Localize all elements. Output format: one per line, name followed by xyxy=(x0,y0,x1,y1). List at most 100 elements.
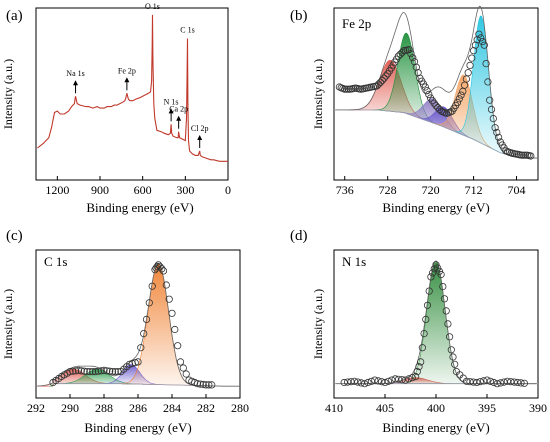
data-point xyxy=(367,377,375,385)
data-point xyxy=(491,124,499,132)
data-point xyxy=(77,367,85,375)
data-point xyxy=(414,69,422,77)
data-point xyxy=(473,36,481,44)
data-point xyxy=(479,377,488,385)
x-tick-label: 736 xyxy=(336,183,354,197)
data-point xyxy=(391,375,399,383)
data-point xyxy=(493,380,501,388)
data-point xyxy=(494,133,503,141)
panel-b-fe2p: (b) Fe 2p Intensity (a.u.) Binding energ… xyxy=(290,5,539,215)
peak-annotation: O 1s xyxy=(145,2,160,11)
data-point xyxy=(106,367,114,375)
data-point xyxy=(430,99,438,107)
x-tick-label: 900 xyxy=(91,183,109,197)
data-point xyxy=(69,367,77,375)
data-point xyxy=(344,85,352,93)
data-point xyxy=(86,367,94,376)
data-point xyxy=(134,358,142,366)
data-point xyxy=(451,360,459,368)
data-point xyxy=(425,287,433,295)
data-point xyxy=(199,380,207,389)
data-point xyxy=(343,378,352,386)
data-point xyxy=(457,91,465,99)
data-point xyxy=(425,90,433,99)
data-point xyxy=(193,380,202,388)
data-point xyxy=(111,367,119,376)
data-point xyxy=(517,379,525,387)
data-point xyxy=(375,80,383,88)
data-point xyxy=(489,115,497,123)
data-point xyxy=(405,45,413,54)
data-point xyxy=(468,54,476,62)
data-point xyxy=(483,376,491,384)
plot-frame-b xyxy=(333,7,539,181)
peak-annotation: N 1s xyxy=(164,97,179,106)
data-point xyxy=(475,30,483,38)
data-point xyxy=(342,85,351,93)
data-point xyxy=(510,378,518,386)
data-point xyxy=(490,378,498,387)
data-point xyxy=(380,74,388,82)
data-point xyxy=(442,307,450,315)
data-point xyxy=(432,102,440,110)
data-point xyxy=(422,315,430,323)
data-point xyxy=(148,282,156,290)
peak-annotation: C 1s xyxy=(180,26,194,35)
peak-annotation: Ca 2p xyxy=(169,105,188,114)
data-point xyxy=(500,378,508,386)
data-point xyxy=(507,378,515,386)
data-point xyxy=(412,63,420,71)
data-point xyxy=(409,54,417,62)
x-tick-label: 292 xyxy=(27,401,45,415)
data-point xyxy=(476,378,484,386)
data-point xyxy=(421,83,429,91)
data-point xyxy=(486,377,494,385)
data-point xyxy=(435,105,444,114)
data-point xyxy=(420,329,428,338)
data-point xyxy=(373,82,381,90)
data-point xyxy=(486,96,494,104)
panel-title-c: C 1s xyxy=(44,254,67,269)
data-point xyxy=(469,378,477,386)
survey-spectrum-line xyxy=(37,14,228,162)
x-tick-label: 286 xyxy=(129,401,147,415)
annotation-arrowhead xyxy=(176,115,182,121)
data-point xyxy=(103,367,111,375)
data-point xyxy=(72,367,80,375)
data-point xyxy=(471,41,479,49)
fit-component-2 xyxy=(399,262,473,385)
data-point xyxy=(428,269,437,277)
data-point xyxy=(159,267,168,275)
data-point xyxy=(410,58,419,66)
data-point xyxy=(347,378,355,386)
annotation-arrowhead xyxy=(197,134,203,140)
peak-annotation: Na 1s xyxy=(66,69,84,78)
data-point xyxy=(484,78,492,86)
data-point xyxy=(480,41,488,49)
y-axis-label-c: Intensity (a.u.) xyxy=(1,289,15,359)
data-point xyxy=(413,367,421,376)
data-point xyxy=(378,76,386,85)
panel-label-b: (b) xyxy=(290,8,308,24)
data-point xyxy=(520,379,529,387)
x-tick-label: 300 xyxy=(176,183,194,197)
data-point xyxy=(520,151,528,159)
data-point xyxy=(83,367,91,376)
x-tick-label: 0 xyxy=(225,183,231,197)
data-point xyxy=(182,370,190,378)
data-point xyxy=(464,69,472,77)
data-point xyxy=(108,367,117,376)
data-point xyxy=(437,270,445,279)
data-point xyxy=(377,378,386,386)
data-point xyxy=(196,380,204,388)
x-tick-label: 400 xyxy=(427,401,445,415)
data-point xyxy=(80,367,88,375)
data-point xyxy=(202,381,210,389)
data-point xyxy=(158,265,166,273)
x-tick-label: 290 xyxy=(61,401,79,415)
x-tick-label: 1200 xyxy=(45,183,69,197)
data-point xyxy=(521,151,530,159)
data-point xyxy=(407,50,415,58)
data-point xyxy=(411,372,420,381)
data-point xyxy=(418,344,426,352)
